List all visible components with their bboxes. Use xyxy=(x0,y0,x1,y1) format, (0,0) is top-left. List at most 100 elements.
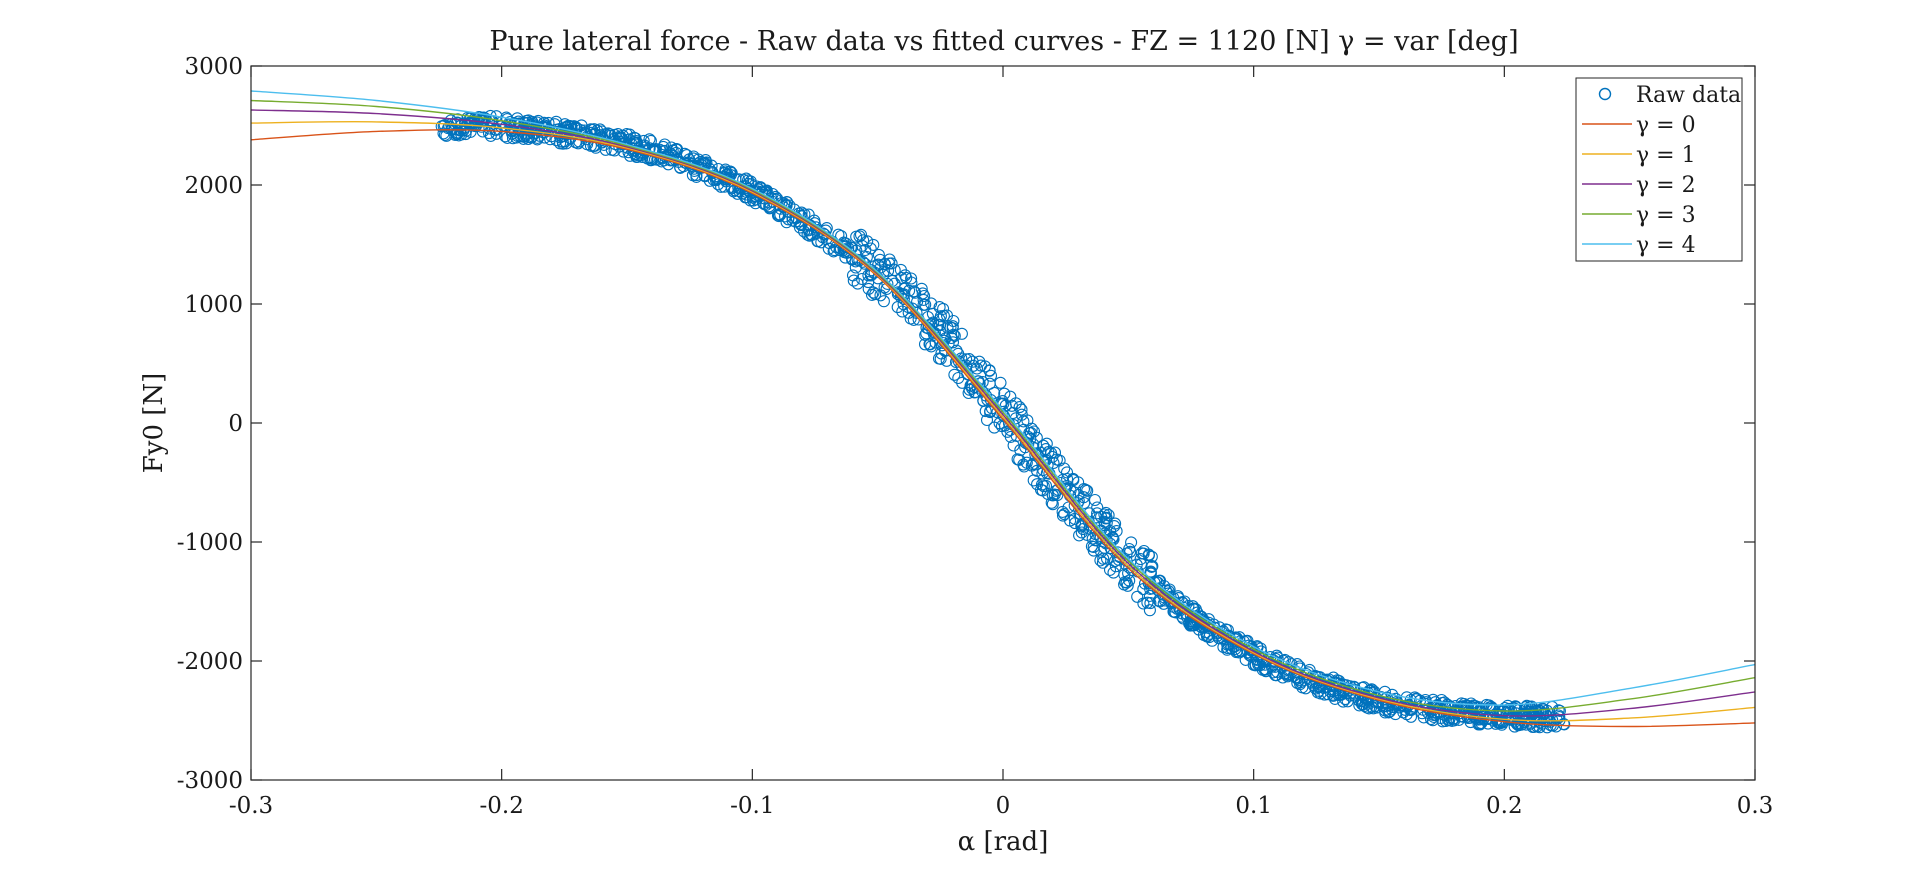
raw-data-point xyxy=(1004,430,1017,443)
raw-data-point xyxy=(1143,604,1156,617)
raw-data-point xyxy=(1400,708,1413,721)
raw-data-point xyxy=(924,338,937,351)
raw-data-point xyxy=(1095,510,1108,523)
x-axis-label: α [rad] xyxy=(958,827,1049,857)
raw-data-point xyxy=(917,298,930,311)
raw-data-point xyxy=(1328,692,1342,705)
raw-data-point xyxy=(470,113,483,126)
fitted-curve-2 xyxy=(251,109,1755,717)
raw-data-point xyxy=(877,295,890,308)
raw-data-point xyxy=(855,272,869,286)
raw-data-point xyxy=(899,269,912,282)
raw-data-point xyxy=(1270,669,1283,682)
raw-data-point xyxy=(1102,509,1115,522)
raw-data-point xyxy=(874,289,887,302)
raw-data-point xyxy=(1311,686,1324,699)
raw-data-point xyxy=(995,420,1008,433)
raw-data-point xyxy=(948,329,961,342)
legend-label: γ = 4 xyxy=(1636,233,1696,258)
raw-data-point xyxy=(450,128,463,141)
fitted-curve-4 xyxy=(251,90,1755,706)
raw-data-point xyxy=(963,383,976,396)
raw-data-point xyxy=(932,318,945,332)
raw-data-point xyxy=(1053,454,1066,467)
y-tick-label: 0 xyxy=(228,411,243,437)
raw-data-point xyxy=(967,359,980,372)
raw-data-point xyxy=(1060,466,1074,479)
raw-data-point xyxy=(712,178,725,191)
raw-data-point xyxy=(517,130,531,143)
raw-data-point xyxy=(955,359,968,372)
x-tick-label: 0.3 xyxy=(1737,793,1774,819)
raw-data-point xyxy=(891,301,904,314)
raw-data-point xyxy=(1137,597,1150,610)
raw-data-point xyxy=(1192,623,1206,636)
raw-data-point xyxy=(1528,711,1541,724)
raw-data-point xyxy=(1107,566,1120,579)
raw-data-point xyxy=(947,314,960,328)
y-tick-label: -3000 xyxy=(177,768,243,794)
raw-data-point xyxy=(1108,520,1121,533)
raw-data-point xyxy=(1327,689,1340,702)
fitted-curve-0 xyxy=(251,129,1755,728)
raw-data-point xyxy=(864,242,877,255)
raw-data-point xyxy=(955,327,968,340)
raw-data-point xyxy=(658,138,671,151)
raw-data-point xyxy=(862,282,875,295)
raw-data-point xyxy=(1015,403,1028,416)
raw-data-point xyxy=(872,248,885,261)
raw-data-point xyxy=(1552,704,1565,717)
raw-data-point xyxy=(1031,478,1044,491)
y-tick-label: -1000 xyxy=(177,530,243,556)
raw-data-point xyxy=(1131,590,1144,603)
x-tick-label: -0.2 xyxy=(479,793,523,819)
raw-data-point xyxy=(1134,553,1147,566)
raw-data-point xyxy=(1090,511,1103,524)
raw-data-point xyxy=(966,355,979,368)
raw-data-point xyxy=(490,110,503,123)
fitted-curve-3 xyxy=(251,99,1755,712)
raw-data-point xyxy=(998,387,1011,400)
raw-data-point xyxy=(1030,464,1044,477)
raw-data-point xyxy=(458,121,471,134)
legend-box xyxy=(1575,77,1743,262)
raw-data-point xyxy=(1146,560,1159,573)
x-tick-label: 0.1 xyxy=(1235,793,1272,819)
raw-data-point xyxy=(905,272,918,285)
raw-data-point xyxy=(1068,517,1082,530)
raw-data-point xyxy=(1100,511,1113,524)
raw-data-point xyxy=(575,119,588,132)
y-tick-label: 1000 xyxy=(184,292,243,318)
raw-data-point xyxy=(1056,509,1070,522)
raw-data-point xyxy=(482,127,496,140)
raw-data-point xyxy=(611,128,625,141)
raw-data-point xyxy=(1004,390,1017,403)
raw-data-point xyxy=(444,114,457,127)
raw-data-point xyxy=(1085,540,1098,553)
raw-data-point xyxy=(937,302,950,315)
raw-data-point xyxy=(935,347,948,360)
raw-data-point xyxy=(443,120,456,133)
raw-data-point xyxy=(946,322,959,335)
raw-data-point xyxy=(857,234,870,247)
x-tick-label: 0 xyxy=(996,793,1011,819)
raw-data-point xyxy=(867,238,880,251)
raw-data-point xyxy=(847,274,860,287)
raw-data-point xyxy=(774,208,787,221)
raw-data-point xyxy=(984,369,998,382)
y-tick-label: 3000 xyxy=(184,54,243,80)
raw-data-point xyxy=(851,277,864,290)
raw-data-point xyxy=(1103,563,1117,576)
raw-data-point xyxy=(1217,640,1230,654)
raw-data-point xyxy=(874,253,887,266)
raw-data-point xyxy=(1353,699,1366,712)
raw-data-point xyxy=(1239,653,1252,666)
raw-data-point xyxy=(815,236,828,249)
legend-raw-marker xyxy=(1598,87,1612,101)
raw-data-points xyxy=(435,109,1571,734)
raw-data-point xyxy=(1011,453,1024,466)
raw-data-point xyxy=(861,235,874,248)
raw-data-point xyxy=(946,336,960,349)
y-axis: -3000 -2000 -1000 0 1000 2000 3000 xyxy=(177,54,1755,794)
